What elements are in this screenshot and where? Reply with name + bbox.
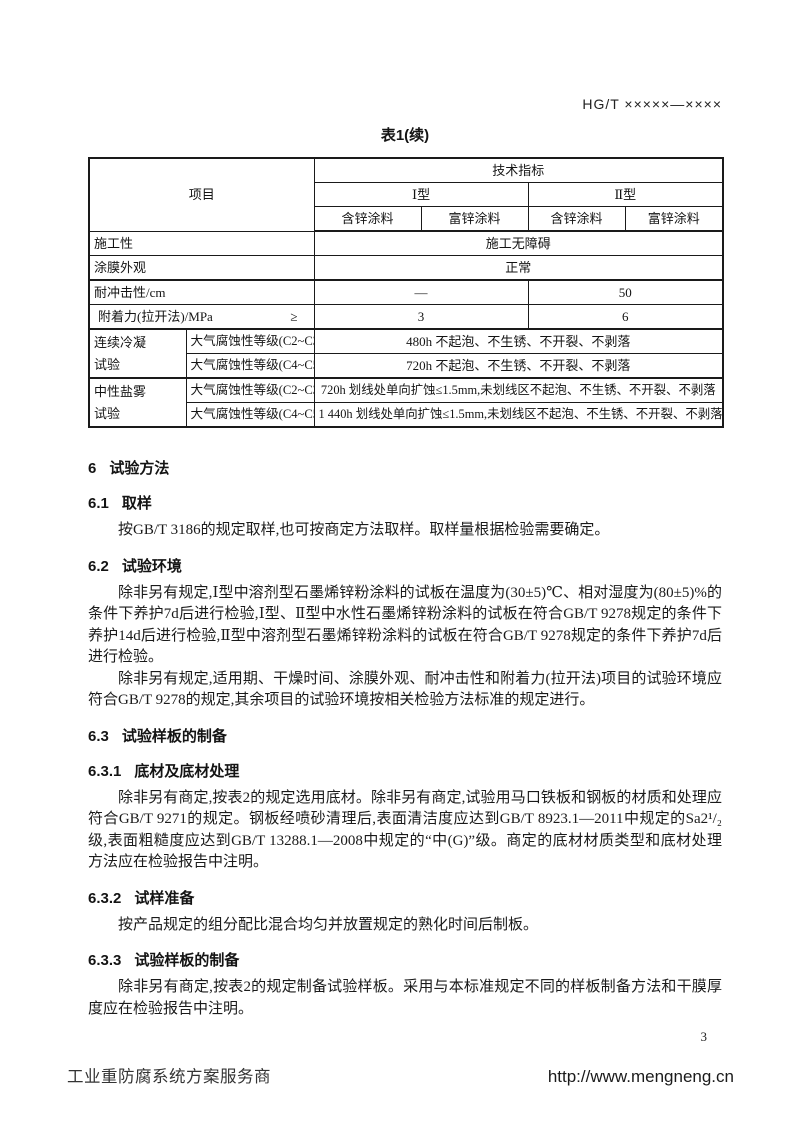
heading-6-3-3-title: 试验样板的制备 bbox=[134, 952, 240, 969]
heading-6-2: 6.2 试验环境 bbox=[88, 556, 722, 577]
heading-6-1-title: 取样 bbox=[121, 495, 152, 512]
heading-6-3: 6.3 试验样板的制备 bbox=[88, 726, 722, 747]
heading-6-3-2-number: 6.3.2 bbox=[88, 889, 122, 907]
adhesion-label-cell: 附着力(拉开法)/MPa ≥ bbox=[88, 304, 315, 330]
gte-operator: ≥ bbox=[290, 309, 298, 324]
row-condensation-1: 连续冷凝 试验 大气腐蚀性等级(C2~C3) 480h 不起泡、不生锈、不开裂、… bbox=[88, 328, 724, 379]
row-condensation-2: 大气腐蚀性等级(C4~C5) 720h 不起泡、不生锈、不开裂、不剥落 bbox=[89, 353, 724, 379]
row-adhesion: 附着力(拉开法)/MPa ≥ 3 6 bbox=[88, 304, 724, 330]
impact-type1-value-cell: — bbox=[313, 279, 529, 305]
condensation-condition-cell: 大气腐蚀性等级(C4~C5) bbox=[185, 353, 315, 379]
heading-6-3-2: 6.3.2 试样准备 bbox=[88, 888, 722, 909]
film-appearance-label-cell: 涂膜外观 bbox=[88, 255, 315, 281]
heading-6-2-title: 试验环境 bbox=[121, 557, 182, 575]
condensation-group-line: 连续冷凝 bbox=[94, 334, 147, 350]
salt-spray-group-line: 中性盐雾 bbox=[94, 383, 147, 399]
row-workability: 施工性 施工无障碍 bbox=[88, 230, 724, 256]
adhesion-type1-value-cell: 3 bbox=[313, 304, 529, 330]
table-header-row-3: 含锌涂料 富锌涂料 含锌涂料 富锌涂料 bbox=[89, 206, 724, 232]
footer-website-url: http://www.mengneng.cn bbox=[547, 1067, 734, 1086]
heading-6-3-number: 6.3 bbox=[88, 727, 109, 745]
workability-label-cell: 施工性 bbox=[88, 230, 315, 256]
heading-6-1: 6.1 取样 bbox=[88, 493, 722, 514]
impact-type2-value-cell: 50 bbox=[527, 279, 724, 305]
salt-spray-value-cell: 1 440h 划线处单向扩蚀≤1.5mm,未划线区不起泡、不生锈、不开裂、不剥落 bbox=[313, 402, 724, 428]
heading-6: 6 试验方法 bbox=[88, 458, 722, 479]
spec-table: 项目 技术指标 Ⅰ型 Ⅱ型 含锌涂料 富锌涂料 含锌涂料 富锌涂料 施工性 施工… bbox=[88, 157, 725, 428]
condensation-value-cell: 720h 不起泡、不生锈、不开裂、不剥落 bbox=[313, 353, 724, 379]
condensation-group-cell: 连续冷凝 试验 bbox=[88, 328, 187, 379]
table-header-row-1: 项目 技术指标 bbox=[88, 157, 724, 232]
row-salt-spray-1: 中性盐雾 试验 大气腐蚀性等级(C2~C3) 720h 划线处单向扩蚀≤1.5m… bbox=[88, 377, 724, 428]
para-6-1-1: 按GB/T 3186的规定取样,也可按商定方法取样。取样量根据检验需要确定。 bbox=[118, 522, 610, 538]
heading-6-3-3: 6.3.3 试验样板的制备 bbox=[88, 950, 722, 971]
heading-6-number: 6 bbox=[88, 460, 97, 477]
header-type1-cell: Ⅰ型 bbox=[313, 182, 529, 207]
header-subcol-cell: 含锌涂料 bbox=[527, 206, 626, 232]
header-subcol-cell: 富锌涂料 bbox=[624, 206, 724, 232]
heading-6-3-title: 试验样板的制备 bbox=[121, 727, 227, 745]
heading-6-3-1: 6.3.1 底材及底材处理 bbox=[88, 761, 722, 782]
footer: 工业重防腐系统方案服务商 http://www.mengneng.cn bbox=[67, 1063, 734, 1087]
para-6-2-2: 除非另有规定,适用期、干燥时间、涂膜外观、耐冲击性和附着力(拉开法)项目的试验环… bbox=[88, 670, 722, 709]
page-number: 3 bbox=[700, 1029, 708, 1044]
adhesion-label: 附着力(拉开法)/MPa bbox=[98, 309, 213, 324]
row-salt-spray-2: 大气腐蚀性等级(C4~C5) 1 440h 划线处单向扩蚀≤1.5mm,未划线区… bbox=[89, 402, 724, 428]
para-6-3-3-1: 除非另有商定,按表2的规定制备试验样板。采用与本标准规定不同的样板制备方法和干膜… bbox=[88, 979, 722, 1017]
header-type2-cell: Ⅱ型 bbox=[527, 182, 724, 207]
row-film-appearance: 涂膜外观 正常 bbox=[88, 255, 724, 281]
condensation-condition-cell: 大气腐蚀性等级(C2~C3) bbox=[185, 328, 315, 354]
heading-6-3-1-title: 底材及底材处理 bbox=[134, 762, 240, 780]
salt-spray-value-cell: 720h 划线处单向扩蚀≤1.5mm,未划线区不起泡、不生锈、不开裂、不剥落 bbox=[313, 377, 724, 403]
para-6-2-1: 除非另有规定,Ⅰ型中溶剂型石墨烯锌粉涂料的试板在温度为(30±5)℃、相对湿度为… bbox=[88, 584, 722, 666]
header-tech-index-cell: 技术指标 bbox=[313, 157, 724, 183]
impact-label-cell: 耐冲击性/cm bbox=[88, 279, 315, 305]
row-impact-resistance: 耐冲击性/cm — 50 bbox=[88, 279, 724, 305]
table-title: 表1(续) bbox=[380, 127, 430, 144]
table-header-row-2: Ⅰ型 Ⅱ型 bbox=[89, 182, 724, 207]
heading-6-title: 试验方法 bbox=[109, 460, 170, 477]
para-6-3-2-1: 按产品规定的组分配比混合均匀并放置规定的熟化时间后制板。 bbox=[118, 916, 539, 933]
heading-6-3-2-title: 试样准备 bbox=[134, 889, 195, 907]
heading-6-3-1-number: 6.3.1 bbox=[88, 762, 122, 780]
standard-code: HG/T ×××××—×××× bbox=[582, 96, 722, 112]
heading-6-1-number: 6.1 bbox=[88, 495, 109, 512]
salt-spray-group-line: 试验 bbox=[94, 405, 121, 421]
condensation-value-cell: 480h 不起泡、不生锈、不开裂、不剥落 bbox=[313, 328, 724, 354]
header-subcol-cell: 含锌涂料 bbox=[313, 206, 422, 232]
salt-spray-condition-cell: 大气腐蚀性等级(C2~C3) bbox=[185, 377, 315, 403]
footer-company-slogan: 工业重防腐系统方案服务商 bbox=[67, 1067, 271, 1086]
header-item-cell: 项目 bbox=[88, 157, 315, 232]
adhesion-type2-value-cell: 6 bbox=[527, 304, 724, 330]
salt-spray-condition-cell: 大气腐蚀性等级(C4~C5) bbox=[185, 402, 315, 428]
salt-spray-group-cell: 中性盐雾 试验 bbox=[88, 377, 187, 428]
film-appearance-value-cell: 正常 bbox=[313, 255, 724, 281]
workability-value-cell: 施工无障碍 bbox=[313, 230, 724, 256]
header-subcol-cell: 富锌涂料 bbox=[420, 206, 529, 232]
heading-6-2-number: 6.2 bbox=[88, 557, 109, 575]
para-6-3-1-1: 除非另有商定,按表2的规定选用底材。除非另有商定,试验用马口铁板和钢板的材质和处… bbox=[88, 789, 722, 871]
heading-6-3-3-number: 6.3.3 bbox=[88, 952, 122, 969]
condensation-group-line: 试验 bbox=[94, 356, 121, 372]
